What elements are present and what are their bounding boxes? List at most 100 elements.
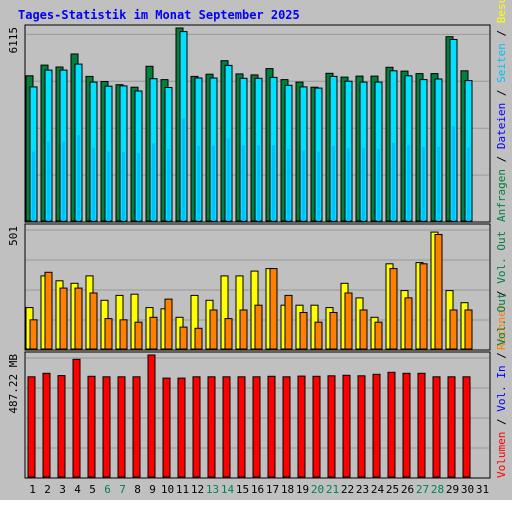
- bar-volumen-day-29: [447, 376, 456, 478]
- right-legend-bottom-part-1: /: [495, 412, 508, 432]
- panel-bottom: 487.22 MB: [7, 351, 491, 479]
- bar-volumen-day-28: [432, 376, 441, 478]
- bar-rechner-day-10: [164, 298, 173, 350]
- bar-seiten-day-18: [287, 149, 290, 221]
- bar-rechner-day-25: [389, 268, 398, 350]
- x-tick-label-day-30: 30: [461, 483, 474, 496]
- bar-volumen-day-4: [72, 358, 81, 478]
- x-tick-label-day-5: 5: [89, 483, 96, 496]
- bar-volumen-day-12: [192, 376, 201, 478]
- bar-volumen-day-25: [387, 371, 396, 478]
- bar-volumen-day-18: [282, 376, 291, 478]
- bar-seiten-day-30: [467, 147, 470, 221]
- x-tick-label-day-2: 2: [44, 483, 51, 496]
- bar-rechner-day-19: [299, 312, 308, 350]
- x-tick-label-day-25: 25: [386, 483, 399, 496]
- bar-volumen-day-2: [42, 372, 51, 478]
- bar-rechner-day-30: [464, 309, 473, 350]
- bar-rechner-day-8: [134, 321, 143, 350]
- right-legend-middle-part-2: Vol. Out: [495, 231, 508, 284]
- x-tick-label-day-13: 13: [206, 483, 219, 496]
- bar-rechner-day-23: [359, 309, 368, 350]
- bar-rechner-day-29: [449, 309, 458, 350]
- bar-rechner-day-28: [434, 234, 443, 350]
- right-legend-bottom-part-0: Volumen: [495, 432, 508, 478]
- x-tick-label-day-7: 7: [119, 483, 126, 496]
- x-tick-label-day-1: 1: [29, 483, 36, 496]
- x-tick-label-day-11: 11: [176, 483, 189, 496]
- x-tick-label-day-21: 21: [326, 483, 339, 496]
- bar-seiten-day-4: [77, 135, 80, 221]
- bar-rechner-day-22: [344, 292, 353, 350]
- right-legend-top-part-3: /: [495, 83, 508, 103]
- bar-seiten-day-26: [407, 145, 410, 221]
- bar-seiten-day-12: [197, 145, 200, 221]
- x-tick-label-day-12: 12: [191, 483, 204, 496]
- bar-rechner-day-7: [119, 319, 128, 350]
- x-tick-label-day-28: 28: [431, 483, 444, 496]
- x-tick-label-day-29: 29: [446, 483, 459, 496]
- bar-seiten-day-1: [32, 151, 35, 221]
- right-legend-top-part-2: Dateien: [495, 103, 508, 149]
- right-legend-top-part-4: Seiten: [495, 43, 508, 83]
- bar-volumen-day-27: [417, 372, 426, 478]
- bar-volumen-day-17: [267, 375, 276, 478]
- bar-volumen-day-21: [327, 375, 336, 478]
- bar-seiten-day-23: [362, 148, 365, 221]
- bar-rechner-day-6: [104, 318, 113, 350]
- right-legend-middle: Rechner / Vol. Out: [495, 231, 508, 350]
- x-tick-label-day-9: 9: [149, 483, 156, 496]
- bar-volumen-day-6: [102, 376, 111, 478]
- x-tick-label-day-20: 20: [311, 483, 324, 496]
- bar-rechner-day-17: [269, 268, 278, 350]
- x-tick-label-day-27: 27: [416, 483, 429, 496]
- right-legend-middle-part-1: /: [495, 284, 508, 304]
- right-legend-middle-part-0: Rechner: [495, 303, 508, 350]
- right-legend-bottom-part-3: /: [495, 346, 508, 366]
- bar-volumen-day-7: [117, 376, 126, 478]
- right-side-legend: Anfragen / Dateien / Seiten / Besuche Rec…: [495, 0, 508, 478]
- x-tick-label-day-16: 16: [251, 483, 264, 496]
- bar-volumen-day-22: [342, 374, 351, 478]
- panel-top: 6115: [7, 24, 491, 223]
- chart-panels: 6115 501 487.22 MB: [7, 24, 491, 479]
- right-legend-top: Anfragen / Dateien / Seiten / Besuche: [495, 0, 508, 222]
- bar-volumen-day-20: [312, 375, 321, 478]
- right-legend-top-part-0: Anfragen: [495, 169, 508, 222]
- bar-volumen-day-11: [177, 377, 186, 478]
- right-legend-top-part-5: /: [495, 23, 508, 43]
- bar-rechner-day-27: [419, 263, 428, 350]
- x-tick-label-day-10: 10: [161, 483, 174, 496]
- bar-rechner-day-26: [404, 297, 413, 350]
- bar-seiten-day-17: [272, 145, 275, 221]
- bar-rechner-day-1: [29, 319, 38, 350]
- x-tick-label-day-8: 8: [134, 483, 141, 496]
- bar-volumen-day-30: [462, 376, 471, 478]
- bar-rechner-day-5: [89, 292, 98, 350]
- bar-volumen-day-16: [252, 376, 261, 478]
- bar-volumen-day-5: [87, 375, 96, 478]
- right-legend-bottom-part-4: Vol. Out: [495, 293, 508, 346]
- bar-seiten-day-24: [377, 149, 380, 221]
- x-tick-label-day-14: 14: [221, 483, 235, 496]
- bar-seiten-day-7: [122, 151, 125, 221]
- bar-volumen-day-15: [237, 376, 246, 478]
- bar-seiten-day-8: [137, 153, 140, 221]
- bar-rechner-day-9: [149, 316, 158, 350]
- bar-volumen-day-3: [57, 375, 66, 478]
- bar-volumen-day-1: [27, 376, 36, 478]
- x-tick-label-day-18: 18: [281, 483, 294, 496]
- bar-seiten-day-6: [107, 151, 110, 221]
- y-axis-max-label-bottom: 487.22 MB: [7, 354, 20, 414]
- bar-seiten-day-27: [422, 147, 425, 221]
- chart-title: Tages-Statistik im Monat September 2025: [18, 8, 300, 22]
- bar-seiten-day-2: [47, 141, 50, 221]
- bar-volumen-day-9: [147, 354, 156, 478]
- x-tick-label-day-24: 24: [371, 483, 385, 496]
- x-tick-label-day-23: 23: [356, 483, 369, 496]
- bar-volumen-day-8: [132, 376, 141, 478]
- bar-seiten-day-3: [62, 141, 65, 221]
- bar-rechner-day-21: [329, 312, 338, 350]
